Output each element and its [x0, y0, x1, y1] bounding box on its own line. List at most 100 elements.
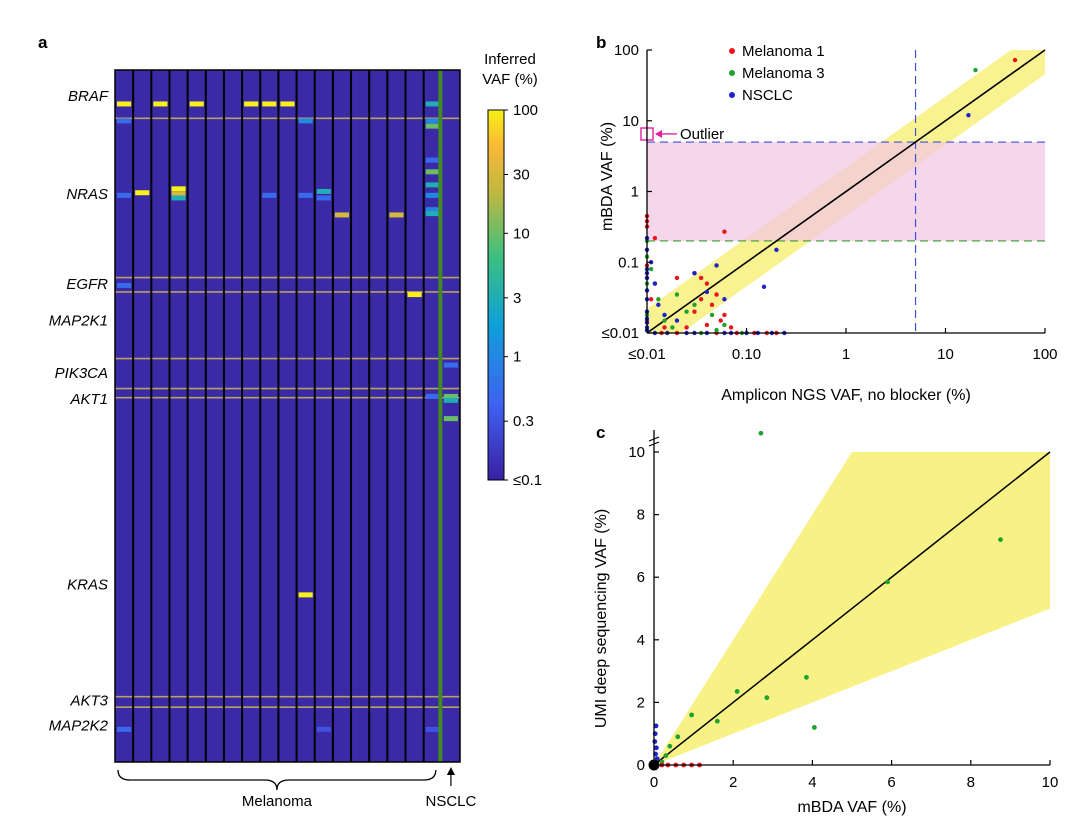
y-tick-label: 8	[637, 507, 645, 524]
x-tick-label: 0	[650, 774, 658, 791]
gene-label: KRAS	[67, 576, 108, 593]
heatmap-cell	[171, 195, 186, 201]
colorbar-tick-label: 10	[513, 225, 530, 242]
gene-label: AKT1	[69, 391, 108, 408]
data-point	[674, 318, 680, 323]
heatmap-cell	[334, 212, 350, 218]
heatmap-cell	[244, 101, 259, 107]
heatmap-cell	[443, 362, 458, 368]
heatmap-cell	[425, 118, 440, 124]
heatmap-cell	[425, 123, 440, 129]
data-point	[718, 318, 723, 323]
y-tick-label: 100	[614, 42, 639, 59]
data-point	[698, 297, 704, 302]
data-point	[689, 712, 695, 718]
x-tick-label: ≤0.01	[628, 346, 665, 363]
panel-label-b: b	[596, 33, 606, 52]
x-axis-label: mBDA VAF (%)	[797, 799, 906, 816]
data-point	[714, 263, 719, 268]
heatmap-frame	[114, 69, 461, 763]
heatmap-cell	[262, 192, 277, 198]
data-point	[667, 743, 673, 749]
outlier-arrow-head	[655, 129, 662, 138]
data-point	[652, 281, 658, 286]
gene-label: BRAF	[68, 88, 109, 105]
x-tick-label: 4	[808, 774, 816, 791]
legend-label: Melanoma 3	[742, 65, 825, 82]
data-point	[674, 292, 680, 297]
data-point	[662, 312, 667, 318]
heatmap-cell	[117, 726, 132, 732]
heatmap-cell	[189, 101, 204, 107]
data-point	[675, 734, 681, 740]
x-tick-label: 1	[842, 346, 850, 363]
data-point	[728, 325, 734, 330]
heatmap-cell	[117, 101, 132, 107]
heatmap-cell	[262, 101, 277, 107]
colorbar	[487, 109, 505, 481]
y-tick-label: ≤0.01	[602, 325, 639, 342]
heatmap-cell	[280, 101, 295, 107]
panel-label-c: c	[596, 423, 605, 442]
x-tick-label: 6	[887, 774, 895, 791]
data-point	[722, 322, 727, 328]
colorbar-tick-label: ≤0.1	[513, 472, 542, 489]
data-point	[652, 739, 658, 744]
data-point	[662, 325, 667, 330]
heatmap-cell	[117, 192, 132, 198]
data-point	[692, 271, 697, 276]
heatmap-cell	[153, 101, 168, 107]
heatmap-cell	[425, 169, 440, 175]
colorbar-tick-label: 0.3	[513, 413, 534, 430]
data-point	[652, 235, 658, 241]
data-point	[698, 275, 704, 281]
gene-label: MAP2K1	[49, 313, 108, 330]
data-point	[663, 753, 669, 759]
panel-label-a: a	[38, 33, 48, 52]
data-point	[656, 297, 661, 302]
colorbar-tick-label: 100	[513, 102, 538, 119]
heatmap-cell	[389, 212, 404, 218]
colorbar-title-line2: VAF (%)	[482, 71, 538, 88]
axis-break-mark	[648, 441, 660, 447]
data-point	[684, 309, 689, 314]
gene-label: NRAS	[66, 186, 108, 203]
linear-scatter-panel: 00 2 2 4 4 6 6 8 8 10 10 mBDA VAF (%) UMI deep seque…	[593, 430, 1058, 816]
data-point	[704, 289, 710, 295]
data-point	[714, 718, 720, 724]
legend-label: Melanoma 1	[742, 43, 825, 60]
data-point	[764, 695, 770, 701]
heatmap-cell	[135, 190, 150, 196]
gene-label: AKT3	[69, 693, 108, 710]
data-point	[1012, 57, 1018, 63]
x-tick-label: 8	[967, 774, 975, 791]
x-tick-label: 0.10	[732, 346, 761, 363]
gene-label: PIK3CA	[55, 365, 108, 382]
heatmap-cell	[425, 182, 440, 188]
heatmap-cell	[443, 393, 458, 399]
heatmap-cell	[117, 118, 132, 124]
log-scatter-panel: Outlier ≤0.01 0.10 1 10 100 100 10 1 0.1 ≤0.01 Ampl…	[599, 42, 1058, 404]
nsclc-arrow-head	[446, 767, 455, 775]
heatmap-cell	[425, 207, 440, 213]
heatmap-cell	[316, 195, 331, 201]
data-point	[674, 275, 680, 281]
heatmap-cell	[117, 282, 132, 288]
y-axis-label: mBDA VAF (%)	[599, 122, 616, 231]
data-point	[648, 297, 654, 302]
data-point	[670, 325, 675, 330]
data-point	[722, 312, 727, 318]
y-tick-label: 2	[637, 694, 645, 711]
data-point	[811, 725, 817, 730]
heatmap-cell	[425, 157, 440, 163]
heatmap-cell	[316, 188, 331, 194]
data-point	[885, 579, 891, 585]
group-label-nsclc: NSCLC	[425, 793, 476, 810]
heatmap-cell	[316, 726, 331, 732]
y-tick-label: 10	[622, 113, 639, 130]
data-point	[709, 302, 715, 308]
heatmap-cell	[171, 191, 186, 197]
y-axis-label: UMI deep sequencing VAF (%)	[593, 509, 610, 728]
data-point	[704, 281, 710, 286]
y-tick-label: 0.1	[618, 254, 639, 271]
